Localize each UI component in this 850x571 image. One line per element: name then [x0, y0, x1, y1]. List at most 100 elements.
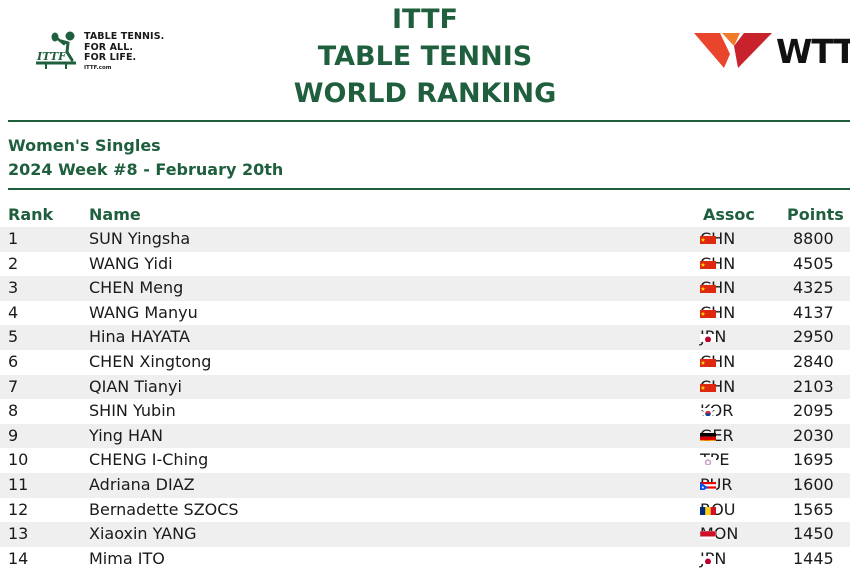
rank-cell: 6	[8, 351, 19, 371]
table-row: 4 WANG Manyu CHN 4137	[0, 301, 850, 326]
rank-cell: 3	[8, 278, 19, 298]
table-row: 8 SHIN Yubin KOR 2095	[0, 399, 850, 424]
table-header: Rank Name Assoc Points	[0, 202, 850, 226]
association-cell: CHN	[700, 254, 735, 273]
points-cell: 2840	[793, 351, 834, 371]
table-row: 1 SUN Yingsha CHN 8800	[0, 227, 850, 252]
page-title: ITTF TABLE TENNIS WORLD RANKING	[250, 1, 600, 112]
chn-flag-icon	[700, 307, 716, 318]
player-name-cell: CHENG I-Ching	[89, 450, 209, 470]
points-cell: 2095	[793, 401, 834, 421]
player-name-cell: Ying HAN	[89, 425, 163, 445]
points-cell: 1600	[793, 474, 834, 494]
rank-cell: 4	[8, 302, 19, 322]
points-cell: 1445	[793, 548, 834, 568]
rank-cell: 5	[8, 327, 19, 347]
table-row: 3 CHEN Meng CHN 4325	[0, 276, 850, 301]
points-cell: 4137	[793, 302, 834, 322]
ittf-tagline-line: TABLE TENNIS.	[84, 31, 165, 42]
points-cell: 2030	[793, 425, 834, 445]
table-row: 7 QIAN Tianyi CHN 2103	[0, 374, 850, 400]
ranking-table: 1 SUN Yingsha CHN 8800 2 WANG Yidi CHN 4505 3 CHE…	[0, 227, 850, 571]
chn-flag-icon	[700, 258, 716, 269]
association-cell: PUR	[700, 475, 732, 494]
player-name-cell: QIAN Tianyi	[89, 376, 182, 396]
rank-cell: 11	[8, 474, 29, 494]
column-header-assoc: Assoc	[703, 205, 755, 224]
tpe-flag-icon	[700, 454, 716, 466]
ranking-subheader: Women's Singles 2024 Week #8 - February …	[8, 134, 283, 182]
association-cell: JPN	[700, 328, 726, 346]
ittf-tagline-line: FOR LIFE.	[84, 52, 137, 63]
player-name-cell: CHEN Xingtong	[89, 351, 212, 371]
rank-cell: 1	[8, 229, 19, 248]
player-name-cell: SUN Yingsha	[89, 229, 191, 248]
association-cell: CHN	[700, 352, 735, 371]
player-name-cell: Mima ITO	[89, 548, 165, 568]
association-cell: GER	[700, 426, 734, 445]
rank-cell: 2	[8, 253, 19, 273]
rank-cell: 7	[8, 376, 19, 396]
week-label: 2024 Week #8 - February 20th	[8, 160, 284, 179]
chn-flag-icon	[700, 356, 716, 367]
column-header-rank: Rank	[8, 205, 54, 224]
divider	[8, 188, 850, 190]
category-label: Women's Singles	[8, 136, 161, 155]
table-row: 12 Bernadette SZOCS ROU 1565	[0, 498, 850, 523]
points-cell: 4325	[793, 278, 834, 298]
points-cell: 8800	[793, 229, 834, 248]
association-cell: JPN	[700, 549, 726, 568]
points-cell: 1695	[793, 450, 834, 470]
table-row: 11 Adriana DIAZ PUR 1600	[0, 472, 850, 498]
points-cell: 4505	[793, 253, 834, 273]
player-name-cell: Bernadette SZOCS	[89, 499, 239, 519]
ittf-tagline: TABLE TENNIS. FOR ALL. FOR LIFE. ITTF.co…	[84, 31, 165, 72]
association-cell: TPE	[700, 451, 730, 469]
wtt-mark-icon	[694, 33, 772, 68]
player-name-cell: Adriana DIAZ	[89, 474, 195, 494]
wtt-wordmark: WTT	[776, 32, 850, 71]
association-cell: CHN	[700, 303, 735, 322]
jpn-flag-icon	[700, 553, 716, 564]
table-row: 14 Mima ITO JPN 1445	[0, 547, 850, 571]
points-cell: 1450	[793, 524, 834, 544]
player-name-cell: SHIN Yubin	[89, 401, 176, 421]
points-cell: 1565	[793, 499, 834, 519]
jpn-flag-icon	[700, 331, 716, 343]
column-header-name: Name	[89, 205, 141, 224]
points-cell: 2950	[793, 327, 834, 347]
player-name-cell: WANG Yidi	[89, 253, 173, 273]
association-cell: ROU	[700, 500, 735, 519]
rank-cell: 12	[8, 499, 29, 519]
chn-flag-icon	[700, 381, 716, 392]
rank-cell: 10	[8, 450, 29, 470]
association-cell: CHN	[700, 377, 735, 396]
chn-flag-icon	[700, 233, 716, 244]
table-row: 10 CHENG I-Ching TPE 1695	[0, 448, 850, 473]
ittf-logo: ITTF TABLE TENNIS. FOR ALL. FOR LIFE. IT…	[34, 30, 194, 72]
title-line: ITTF	[392, 4, 458, 35]
table-row: 13 Xiaoxin YANG MON 1450	[0, 522, 850, 547]
ittf-mark: ITTF	[36, 50, 67, 63]
rou-flag-icon	[700, 504, 716, 515]
rank-cell: 14	[8, 548, 29, 568]
title-line: WORLD RANKING	[293, 78, 557, 109]
player-name-cell: CHEN Meng	[89, 278, 184, 298]
points-cell: 2103	[793, 376, 834, 396]
page-header: ITTF TABLE TENNIS. FOR ALL. FOR LIFE. IT…	[0, 0, 850, 112]
rank-cell: 8	[8, 401, 19, 421]
association-cell: MON	[700, 525, 738, 543]
association-cell: CHN	[700, 230, 735, 248]
column-header-points: Points	[787, 205, 844, 224]
table-row: 2 WANG Yidi CHN 4505	[0, 252, 850, 277]
player-name-cell: Xiaoxin YANG	[89, 524, 197, 544]
title-line: TABLE TENNIS	[317, 41, 533, 72]
rank-cell: 9	[8, 425, 19, 445]
table-tennis-player-icon: ITTF	[36, 31, 76, 69]
table-row: 9 Ying HAN GER 2030	[0, 423, 850, 449]
table-row: 6 CHEN Xingtong CHN 2840	[0, 350, 850, 375]
player-name-cell: WANG Manyu	[89, 302, 198, 322]
kor-flag-icon	[700, 405, 716, 417]
player-name-cell: Hina HAYATA	[89, 327, 190, 347]
wtt-logo: WTT	[694, 30, 850, 72]
